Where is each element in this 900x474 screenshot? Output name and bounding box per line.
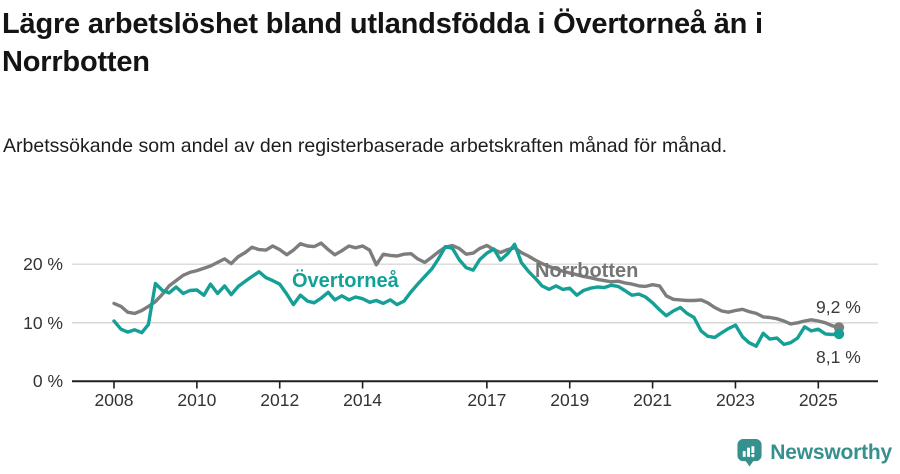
end-value-label-norrbotten: 9,2 % — [816, 297, 861, 317]
newsworthy-logo-icon — [737, 439, 762, 467]
x-tick-label: 2010 — [177, 390, 217, 410]
x-tick-label: 2019 — [550, 390, 590, 410]
y-tick-label: 10 % — [23, 312, 63, 333]
x-tick-label: 2017 — [467, 390, 507, 410]
newsworthy-logo-text: Newsworthy — [770, 440, 892, 464]
y-tick-label: 0 % — [32, 371, 63, 392]
page-subtitle: Arbetssökande som andel av den registerb… — [3, 135, 728, 157]
y-tick-label: 20 % — [23, 254, 63, 275]
x-tick-label: 2023 — [715, 390, 755, 410]
x-tick-label: 2008 — [94, 390, 134, 410]
x-tick-label: 2014 — [343, 390, 383, 410]
series-label-norrbotten: Norrbotten — [535, 260, 639, 282]
page-title: Lägre arbetslöshet bland utlandsfödda i … — [2, 8, 763, 79]
x-tick-label: 2025 — [798, 390, 838, 410]
x-tick-label: 2021 — [633, 390, 673, 410]
series-label-overtornea: Övertorneå — [292, 270, 399, 292]
newsworthy-logo[interactable]: Newsworthy — [736, 438, 892, 467]
x-tick-label: 2012 — [260, 390, 300, 410]
end-value-label-overtornea: 8,1 % — [816, 347, 861, 367]
